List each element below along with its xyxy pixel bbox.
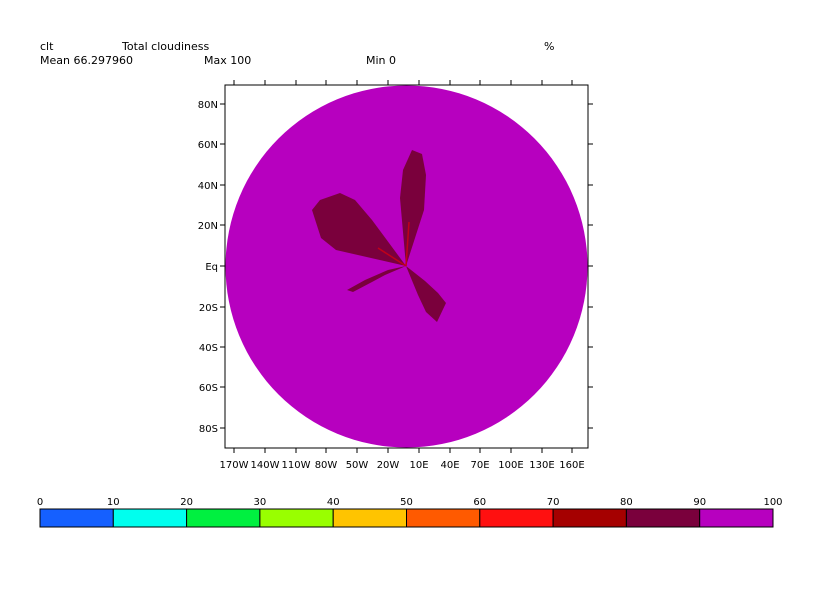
- colorbar-label: 0: [37, 497, 43, 508]
- colorbar-segment: [332, 508, 408, 528]
- min-label: Min 0: [366, 54, 397, 67]
- colorbar-label: 10: [107, 497, 120, 508]
- mean-label: Mean 66.297960: [40, 54, 133, 67]
- lat-label: 40S: [199, 343, 218, 354]
- longitude-labels: 170W 140W 110W 80W 50W 20W 10E 40E 70E 100E 130E 16…: [220, 460, 585, 471]
- southwest-lobe: [347, 266, 406, 292]
- colorbar-segment: [259, 508, 334, 528]
- colorbar-segment: [625, 508, 701, 528]
- colorbar-label: 20: [180, 497, 193, 508]
- colorbar-labels: 0 10 20 30 40 50 60 70 80 90 100: [37, 497, 783, 508]
- lon-label: 50W: [346, 460, 369, 471]
- colorbar-label: 60: [473, 497, 486, 508]
- lon-label: 70E: [470, 460, 489, 471]
- north-lobe: [400, 150, 426, 266]
- colorbar-segment: [479, 508, 554, 528]
- colorbar-label: 70: [547, 497, 560, 508]
- max-label: Max 100: [204, 54, 252, 67]
- lat-label: 80S: [199, 424, 218, 435]
- variable-long-name: Total cloudiness: [122, 40, 210, 53]
- colorbar-label: 30: [254, 497, 267, 508]
- lon-label: 170W: [220, 460, 249, 471]
- colorbar: [39, 508, 774, 528]
- lon-label: 140W: [251, 460, 280, 471]
- colorbar-segment: [699, 508, 774, 528]
- colorbar-segment: [39, 508, 114, 528]
- colorbar-label: 100: [763, 497, 782, 508]
- lon-label: 20W: [377, 460, 400, 471]
- lon-label: 10E: [409, 460, 428, 471]
- colorbar-label: 90: [693, 497, 706, 508]
- northwest-lobe: [312, 193, 406, 266]
- axis-ticks: [220, 80, 593, 453]
- sub-level-streak: [377, 247, 407, 267]
- colorbar-segment: [406, 508, 481, 528]
- lat-label: Eq: [205, 262, 218, 273]
- lat-label: 60S: [199, 383, 218, 394]
- latitude-labels: 80N 60N 40N 20N Eq 20S 40S 60S 80S: [198, 100, 218, 435]
- lat-label: 20S: [199, 303, 218, 314]
- lon-label: 40E: [440, 460, 459, 471]
- sub-level-streak: [405, 221, 410, 267]
- lon-label: 80W: [315, 460, 338, 471]
- lat-label: 60N: [198, 140, 218, 151]
- colorbar-label: 50: [400, 497, 413, 508]
- colorbar-segment: [112, 508, 188, 528]
- lat-label: 40N: [198, 181, 218, 192]
- colorbar-segment: [186, 508, 261, 528]
- colorbar-label: 80: [620, 497, 633, 508]
- units-label: %: [544, 40, 555, 53]
- lon-label: 110W: [282, 460, 311, 471]
- colorbar-label: 40: [327, 497, 340, 508]
- lat-label: 20N: [198, 221, 218, 232]
- cloud-lobes: [312, 150, 446, 322]
- lon-label: 130E: [529, 460, 554, 471]
- southeast-lobe: [406, 266, 446, 322]
- variable-name: clt: [40, 40, 54, 53]
- lat-label: 80N: [198, 100, 218, 111]
- lon-label: 100E: [498, 460, 523, 471]
- colorbar-segment: [552, 508, 627, 528]
- lon-label: 160E: [559, 460, 584, 471]
